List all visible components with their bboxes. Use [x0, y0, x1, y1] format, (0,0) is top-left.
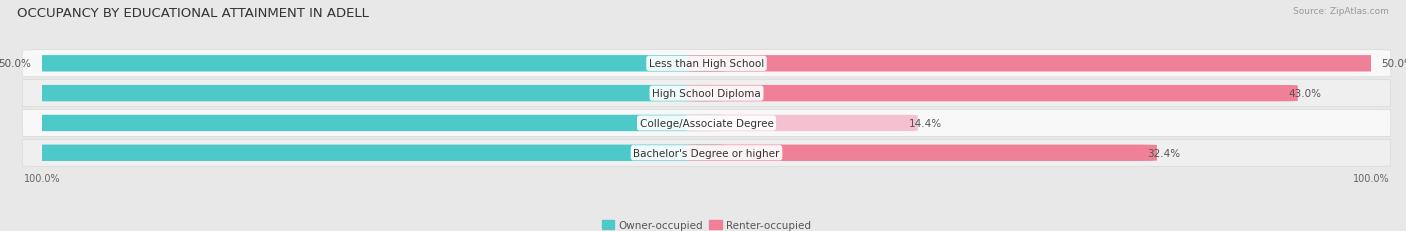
Legend: Owner-occupied, Renter-occupied: Owner-occupied, Renter-occupied: [598, 216, 815, 231]
Text: 14.4%: 14.4%: [908, 119, 942, 128]
FancyBboxPatch shape: [0, 85, 727, 102]
FancyBboxPatch shape: [22, 110, 1391, 137]
FancyBboxPatch shape: [22, 51, 1391, 78]
Text: 32.4%: 32.4%: [1147, 148, 1181, 158]
Text: Bachelor's Degree or higher: Bachelor's Degree or higher: [633, 148, 780, 158]
FancyBboxPatch shape: [686, 145, 1157, 161]
FancyBboxPatch shape: [22, 56, 727, 72]
Text: OCCUPANCY BY EDUCATIONAL ATTAINMENT IN ADELL: OCCUPANCY BY EDUCATIONAL ATTAINMENT IN A…: [17, 7, 368, 20]
Text: 43.0%: 43.0%: [1288, 89, 1322, 99]
FancyBboxPatch shape: [22, 80, 1391, 107]
FancyBboxPatch shape: [686, 85, 1298, 102]
FancyBboxPatch shape: [686, 56, 1391, 72]
Text: Less than High School: Less than High School: [650, 59, 763, 69]
Text: 50.0%: 50.0%: [0, 59, 31, 69]
FancyBboxPatch shape: [0, 145, 727, 161]
Text: College/Associate Degree: College/Associate Degree: [640, 119, 773, 128]
FancyBboxPatch shape: [0, 115, 727, 132]
FancyBboxPatch shape: [686, 115, 918, 132]
Text: Source: ZipAtlas.com: Source: ZipAtlas.com: [1294, 7, 1389, 16]
Text: 50.0%: 50.0%: [1382, 59, 1406, 69]
Text: High School Diploma: High School Diploma: [652, 89, 761, 99]
FancyBboxPatch shape: [22, 140, 1391, 167]
